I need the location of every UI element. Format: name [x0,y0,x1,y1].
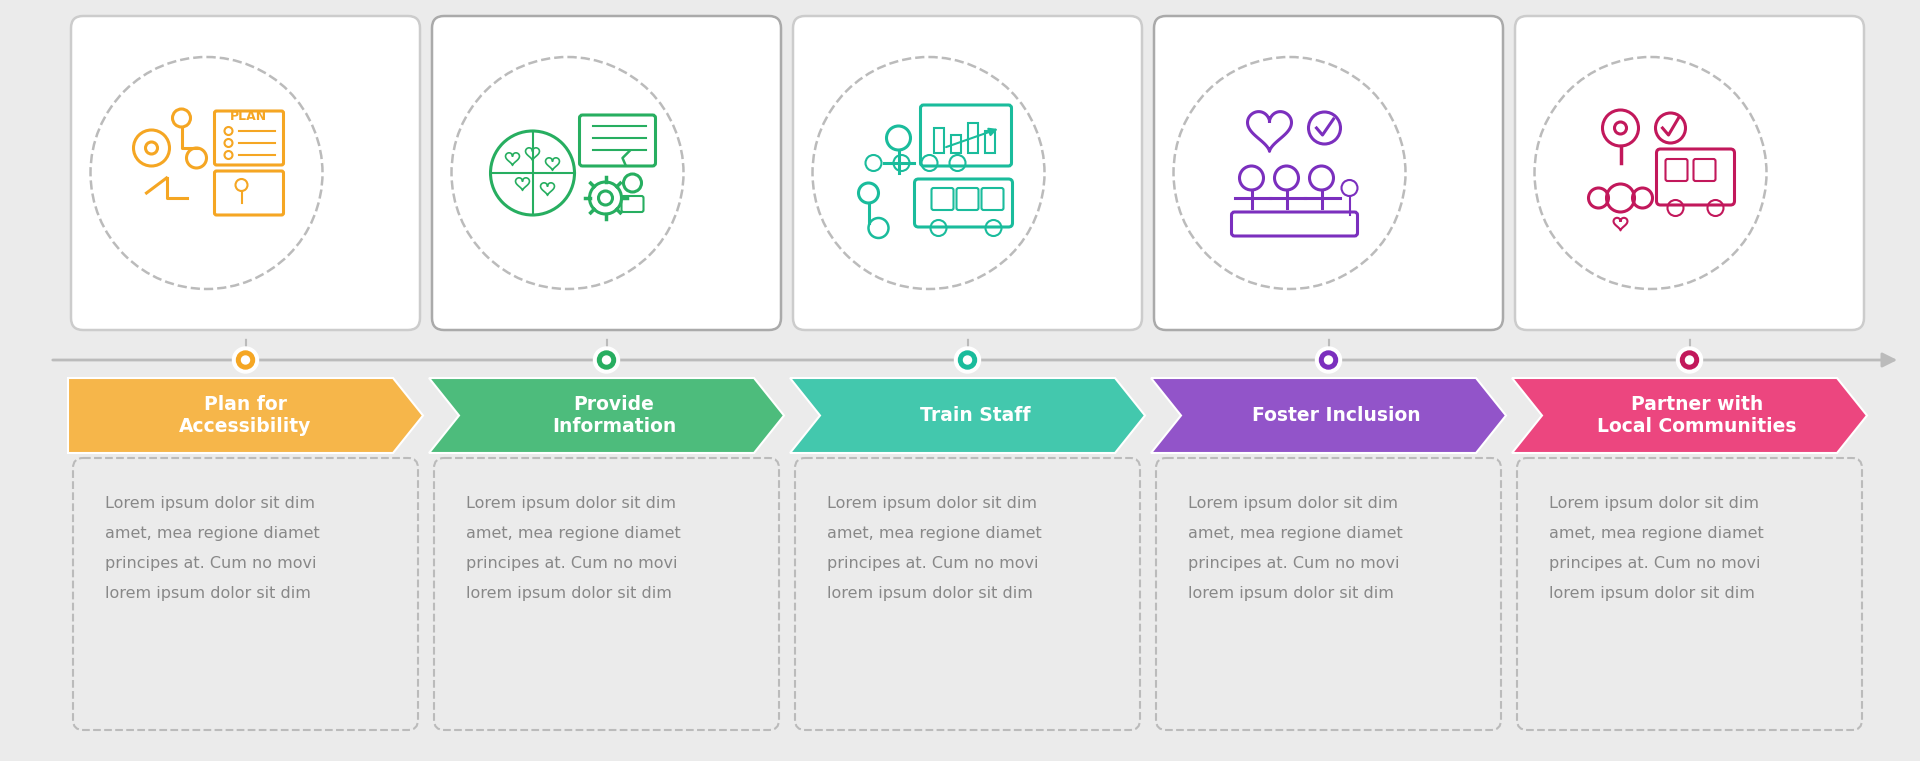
Text: amet, mea regione diamet: amet, mea regione diamet [1188,526,1404,541]
Text: Provide
Information: Provide Information [551,395,676,436]
Text: Lorem ipsum dolor sit dim: Lorem ipsum dolor sit dim [828,496,1037,511]
Circle shape [964,356,972,364]
Polygon shape [1150,378,1505,453]
Text: principes at. Cum no movi: principes at. Cum no movi [467,556,678,571]
Bar [968,123,977,153]
Circle shape [236,351,255,369]
Text: PLAN: PLAN [230,110,267,123]
Text: amet, mea regione diamet: amet, mea regione diamet [106,526,321,541]
Text: Foster Inclusion: Foster Inclusion [1252,406,1421,425]
Text: Plan for
Accessibility: Plan for Accessibility [179,395,311,436]
Bar [950,135,960,153]
Text: principes at. Cum no movi: principes at. Cum no movi [828,556,1039,571]
Text: Lorem ipsum dolor sit dim: Lorem ipsum dolor sit dim [1188,496,1398,511]
Bar [985,131,995,153]
FancyBboxPatch shape [71,16,420,330]
Polygon shape [789,378,1144,453]
Circle shape [593,347,620,373]
Text: principes at. Cum no movi: principes at. Cum no movi [1549,556,1761,571]
Text: Train Staff: Train Staff [920,406,1031,425]
Text: amet, mea regione diamet: amet, mea regione diamet [828,526,1043,541]
Polygon shape [428,378,783,453]
Circle shape [1315,347,1342,373]
Polygon shape [789,378,1144,453]
Text: principes at. Cum no movi: principes at. Cum no movi [1188,556,1400,571]
Polygon shape [67,378,422,453]
Text: amet, mea regione diamet: amet, mea regione diamet [1549,526,1764,541]
Polygon shape [1513,378,1866,453]
Circle shape [1319,351,1338,369]
Polygon shape [1150,378,1505,453]
Polygon shape [67,378,422,453]
Text: principes at. Cum no movi: principes at. Cum no movi [106,556,317,571]
Text: lorem ipsum dolor sit dim: lorem ipsum dolor sit dim [106,586,311,601]
Text: Lorem ipsum dolor sit dim: Lorem ipsum dolor sit dim [1549,496,1759,511]
FancyBboxPatch shape [793,16,1142,330]
Text: Lorem ipsum dolor sit dim: Lorem ipsum dolor sit dim [106,496,315,511]
Polygon shape [1513,378,1866,453]
Circle shape [954,347,981,373]
Circle shape [958,351,977,369]
Circle shape [597,351,616,369]
Circle shape [603,356,611,364]
Bar [933,128,943,153]
Circle shape [1686,356,1693,364]
Circle shape [242,356,250,364]
Circle shape [1680,351,1699,369]
Text: amet, mea regione diamet: amet, mea regione diamet [467,526,682,541]
FancyBboxPatch shape [795,458,1140,730]
Text: Lorem ipsum dolor sit dim: Lorem ipsum dolor sit dim [467,496,676,511]
Polygon shape [428,378,783,453]
FancyBboxPatch shape [434,458,780,730]
Text: lorem ipsum dolor sit dim: lorem ipsum dolor sit dim [1549,586,1755,601]
Text: lorem ipsum dolor sit dim: lorem ipsum dolor sit dim [1188,586,1394,601]
Text: Partner with
Local Communities: Partner with Local Communities [1597,395,1797,436]
FancyBboxPatch shape [73,458,419,730]
FancyBboxPatch shape [432,16,781,330]
FancyBboxPatch shape [1154,16,1503,330]
FancyBboxPatch shape [1515,16,1864,330]
Circle shape [1325,356,1332,364]
Circle shape [232,347,259,373]
Text: lorem ipsum dolor sit dim: lorem ipsum dolor sit dim [828,586,1033,601]
Text: lorem ipsum dolor sit dim: lorem ipsum dolor sit dim [467,586,672,601]
FancyBboxPatch shape [1156,458,1501,730]
FancyBboxPatch shape [1517,458,1862,730]
Circle shape [1676,347,1703,373]
